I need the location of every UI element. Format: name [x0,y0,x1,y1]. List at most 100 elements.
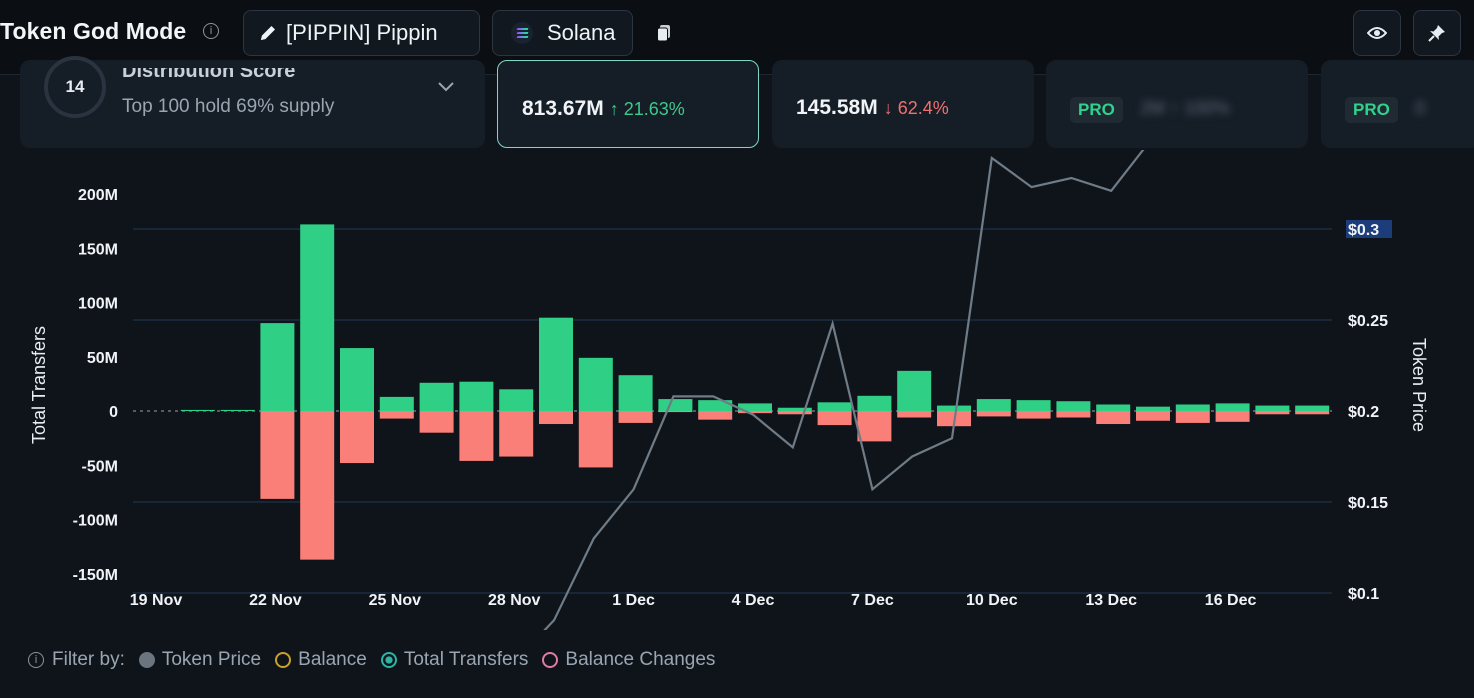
distribution-score-title: Distribution Score [122,60,296,82]
left-tick-label: 200M [78,187,118,204]
x-tick-label: 22 Nov [249,592,302,609]
stat-value: 145.58M ↓ 62.4% [796,96,949,120]
outflow-bar [419,411,454,433]
inflow-bar [1056,401,1091,411]
inflow-bar [1255,405,1290,411]
distribution-score-card[interactable]: 14 Distribution Score Top 100 hold 69% s… [20,56,485,148]
left-tick-label: 100M [78,296,118,313]
chevron-down-icon[interactable] [438,82,454,92]
inflow-bar [499,389,534,411]
x-tick-label: 16 Dec [1205,592,1257,609]
blurred-value: 0 [1415,98,1426,118]
left-tick-label: -100M [73,513,118,530]
filter-bar: i Filter by: Token Price Balance Total T… [28,648,729,672]
blurred-value: 2M ↑ 100% [1140,98,1231,118]
outflow-bar [1136,411,1170,421]
page-title: Token God Mode [0,18,187,44]
inflow-bar [1175,404,1210,411]
x-tick-label: 25 Nov [369,592,422,609]
stat-number: 145.58M [796,96,878,119]
price-line [543,150,1145,630]
filter-label-text: Filter by: [52,649,125,670]
stat-change: ↓ 62.4% [883,98,949,118]
filter-total-transfers[interactable]: Total Transfers [380,649,528,671]
balance-dot-icon [275,652,292,668]
chain-selector-button[interactable]: Solana [492,10,633,56]
stat-change: ↑ 21.63% [609,99,685,119]
inflow-bar [539,317,573,411]
outflow-bar [578,411,613,468]
right-tick-label: $0.3 [1348,222,1379,239]
token-price-line [543,150,1145,630]
inflow-bar [379,396,414,411]
inflow-bar [698,400,733,411]
outflow-bar [698,411,733,420]
copy-icon[interactable] [656,24,672,42]
outflow-bar [1215,411,1250,422]
outflow-bar [1295,411,1330,415]
left-tick-label: 0 [109,404,118,421]
stat-card-pro-locked[interactable]: PRO 0 [1321,60,1474,148]
inflow-bar [1295,405,1330,411]
inflow-bar [1096,404,1131,411]
stat-card-selected[interactable]: 813.67M ↑ 21.63% [497,60,759,148]
inflow-bar [578,357,613,411]
watch-button[interactable] [1353,10,1401,56]
pencil-icon [261,26,275,40]
outflow-bar [1175,411,1210,423]
inflow-bar [857,395,892,411]
outflow-bar [340,411,374,464]
right-tick-label: $0.1 [1348,586,1379,603]
left-tick-label: -50M [82,458,118,475]
token-price-dot-icon [138,652,155,668]
stat-number: 813.67M [522,97,604,120]
x-tick-label: 1 Dec [612,592,655,609]
filter-item-label: Balance Changes [565,649,716,670]
outflow-bar [499,411,534,457]
chart-bars [180,224,1330,560]
filter-item-label: Balance [298,649,367,670]
outflow-bar [539,411,573,425]
inflow-bar [220,409,255,411]
info-icon[interactable]: i [28,652,44,668]
inflow-bar [260,323,295,411]
outflow-bar [857,411,892,442]
outflow-bar [300,411,335,560]
outflow-bar [459,411,494,461]
chain-label: Solana [547,20,616,45]
outflow-bar [658,411,693,413]
inflow-bar [459,381,494,411]
stat-card[interactable]: 145.58M ↓ 62.4% [772,60,1034,148]
right-tick-label: $0.25 [1348,313,1388,330]
inflow-bar [777,407,812,411]
inflow-bar [817,402,852,411]
x-tick-label: 4 Dec [732,592,775,609]
inflow-bar [1016,400,1051,411]
filter-balance-changes[interactable]: Balance Changes [542,649,715,671]
inflow-bar [897,370,932,411]
outflow-bar [976,411,1011,417]
token-label: [PIPPIN] Pippin [286,20,438,45]
left-tick-label: 150M [78,241,118,258]
balance-changes-dot-icon [542,652,559,668]
token-selector-button[interactable]: [PIPPIN] Pippin [243,10,480,56]
left-axis-ticks: 200M 150M 100M 50M 0 -50M -100M -150M [73,187,118,584]
inflow-bar [300,224,335,411]
inflow-bar [340,348,374,411]
x-tick-label: 28 Nov [488,592,541,609]
outflow-bar [379,411,414,419]
distribution-score-subtitle: Top 100 hold 69% supply [122,96,335,117]
x-tick-label: 7 Dec [851,592,894,609]
pin-button[interactable] [1413,10,1461,56]
x-tick-label: 13 Dec [1085,592,1137,609]
right-axis-ticks: $0.4$0.35$0.3$0.25$0.2$0.15$0.1$0.05 [1346,220,1392,603]
outflow-bar [738,411,772,414]
filter-item-label: Token Price [161,649,262,670]
stat-card-pro-locked[interactable]: PRO 2M ↑ 100% [1046,60,1308,148]
outflow-bar [777,411,812,415]
info-icon[interactable]: i [203,23,219,39]
filter-token-price[interactable]: Token Price [138,649,262,671]
total-transfers-dot-icon [380,652,397,668]
filter-balance[interactable]: Balance [275,649,367,671]
